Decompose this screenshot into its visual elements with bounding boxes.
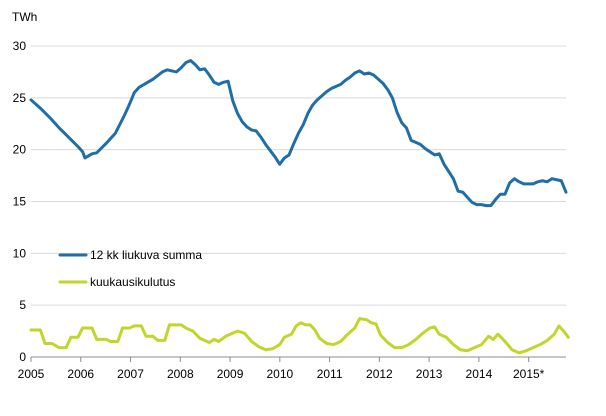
legend: 12 kk liukuva summa kuukausikulutus — [58, 248, 202, 289]
series-line-1 — [29, 59, 568, 208]
series-line-2 — [29, 317, 570, 355]
x-axis: 2005 2006 2007 2008 2009 2010 2011 2012 2013 2014… — [18, 356, 566, 381]
gridlines — [31, 45, 566, 306]
x-tick-label: 2014 — [466, 367, 493, 381]
x-tick-label: 2011 — [317, 367, 343, 381]
y-tick-label: 30 — [13, 39, 27, 53]
x-tick-label: 2006 — [67, 367, 94, 381]
y-tick-label: 15 — [13, 195, 27, 209]
x-tick-label: 2005 — [18, 367, 45, 381]
x-tick-label: 2015* — [513, 367, 545, 381]
y-unit-label: TWh — [12, 10, 37, 24]
legend-label-2: kuukausikulutus — [90, 275, 175, 289]
y-tick-label: 20 — [13, 143, 27, 157]
x-tick-label: 2007 — [117, 367, 144, 381]
x-tick-label: 2008 — [167, 367, 194, 381]
x-tick-label: 2009 — [217, 367, 244, 381]
y-tick-label: 0 — [19, 350, 26, 364]
x-tick-label: 2010 — [266, 367, 293, 381]
x-tick-label: 2013 — [416, 367, 443, 381]
y-tick-labels: 0 5 10 15 20 25 30 — [13, 39, 27, 364]
x-tick-label: 2012 — [366, 367, 393, 381]
legend-label-1: 12 kk liukuva summa — [90, 248, 202, 262]
series-lines — [29, 59, 570, 355]
y-tick-label: 25 — [13, 91, 27, 105]
y-tick-label: 10 — [13, 246, 27, 260]
y-tick-label: 5 — [19, 298, 26, 312]
